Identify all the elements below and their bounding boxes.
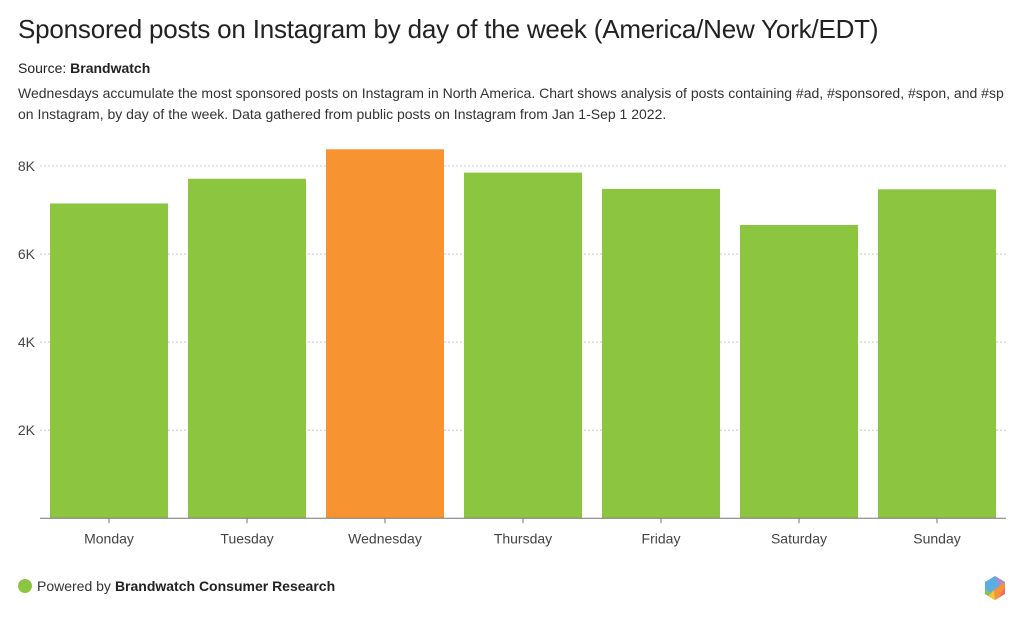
y-tick-label: 8K	[18, 158, 36, 174]
x-tick-label: Saturday	[771, 530, 827, 546]
powered-by-label: Powered by	[37, 578, 111, 594]
x-tick-label: Sunday	[913, 530, 960, 546]
x-tick-label: Tuesday	[220, 530, 273, 546]
brandwatch-logo-icon	[985, 576, 1005, 600]
x-tick-label: Monday	[84, 530, 134, 546]
bar-thursday	[464, 172, 582, 519]
source-name: Brandwatch	[70, 60, 151, 76]
y-axis-labels: 2K 4K 6K 8K	[18, 158, 36, 438]
brand-dot-icon	[18, 579, 32, 593]
x-tick-label: Thursday	[494, 530, 552, 546]
y-tick-label: 2K	[18, 422, 36, 438]
bar-tuesday	[188, 178, 306, 519]
x-tick-label: Wednesday	[348, 530, 422, 546]
footer: Powered by Brandwatch Consumer Research	[18, 578, 335, 594]
powered-by-brand: Brandwatch Consumer Research	[114, 578, 336, 594]
bars	[50, 149, 996, 519]
source-line: Source: Brandwatch	[18, 60, 150, 76]
bar-monday	[50, 203, 168, 519]
y-tick-label: 6K	[18, 246, 36, 262]
bar-friday	[602, 188, 720, 519]
bar-saturday	[740, 225, 858, 519]
x-axis-ticks	[108, 518, 938, 524]
chart-description: Wednesdays accumulate the most sponsored…	[18, 85, 1004, 122]
bar-wednesday	[326, 149, 444, 519]
x-tick-label: Friday	[642, 530, 681, 546]
bar-chart: 2K 4K 6K 8K Monday Tuesday Wednesday Thursday F…	[18, 149, 1006, 546]
y-tick-label: 4K	[18, 334, 36, 350]
source-label: Source:	[18, 60, 67, 76]
x-axis-labels: Monday Tuesday Wednesday Thursday Friday Satu…	[84, 530, 961, 546]
chart-title: Sponsored posts on Instagram by day of t…	[18, 14, 879, 44]
bar-sunday	[878, 189, 996, 519]
